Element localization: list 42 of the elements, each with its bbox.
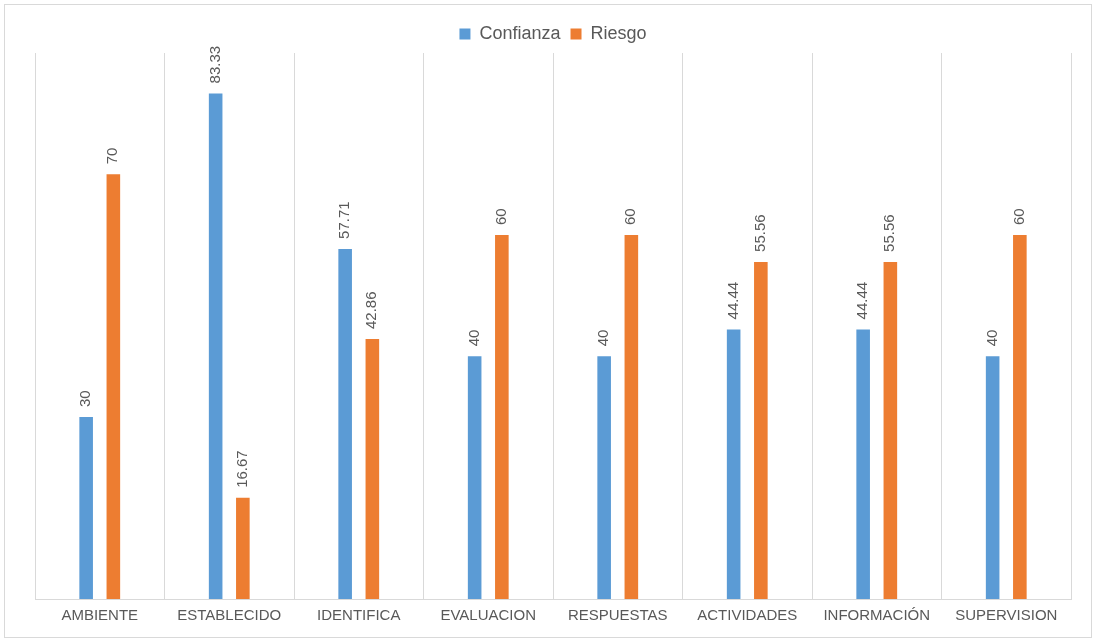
data-label: 55.56 bbox=[750, 214, 768, 252]
x-tick-label: SUPERVISION bbox=[955, 606, 1058, 624]
data-label: 83.33 bbox=[205, 45, 223, 84]
bar bbox=[467, 356, 482, 599]
bar bbox=[236, 497, 250, 599]
data-label: 70 bbox=[103, 147, 121, 165]
data-label: 55.56 bbox=[880, 214, 898, 252]
bar bbox=[495, 235, 509, 599]
bar bbox=[883, 261, 898, 599]
bar bbox=[208, 93, 223, 599]
bar bbox=[79, 417, 93, 599]
bar bbox=[856, 329, 870, 599]
x-tick-label: EVALUACION bbox=[440, 606, 537, 624]
data-label: 40 bbox=[464, 329, 482, 347]
bar bbox=[1013, 235, 1027, 599]
data-label: 57.71 bbox=[335, 201, 353, 239]
x-tick-label: RESPUESTAS bbox=[567, 606, 668, 624]
data-label: 16.67 bbox=[232, 450, 250, 488]
bar bbox=[754, 261, 768, 599]
data-label: 40 bbox=[594, 329, 612, 347]
bar bbox=[624, 235, 639, 599]
data-label: 30 bbox=[76, 390, 94, 407]
data-label: 42.86 bbox=[362, 291, 380, 329]
data-label: 60 bbox=[491, 208, 509, 225]
x-tick-label: ESTABLECIDO bbox=[177, 606, 282, 624]
x-tick-label: ACTIVIDADES bbox=[697, 606, 798, 624]
data-label: 40 bbox=[982, 329, 1000, 347]
bar bbox=[985, 356, 1000, 599]
bar bbox=[106, 174, 121, 599]
legend-label: Riesgo bbox=[590, 22, 647, 43]
bar bbox=[726, 329, 741, 599]
x-tick-label: INFORMACIÓN bbox=[823, 606, 931, 624]
data-label: 60 bbox=[1009, 208, 1027, 225]
data-label: 44.44 bbox=[723, 281, 741, 320]
data-label: 60 bbox=[621, 208, 639, 225]
x-tick-label: IDENTIFICA bbox=[317, 606, 401, 624]
bar bbox=[597, 356, 611, 599]
data-label: 44.44 bbox=[853, 281, 871, 320]
bar bbox=[365, 338, 380, 599]
legend-label: Confianza bbox=[479, 22, 562, 43]
x-tick-label: AMBIENTE bbox=[61, 606, 139, 624]
bar bbox=[338, 248, 352, 599]
